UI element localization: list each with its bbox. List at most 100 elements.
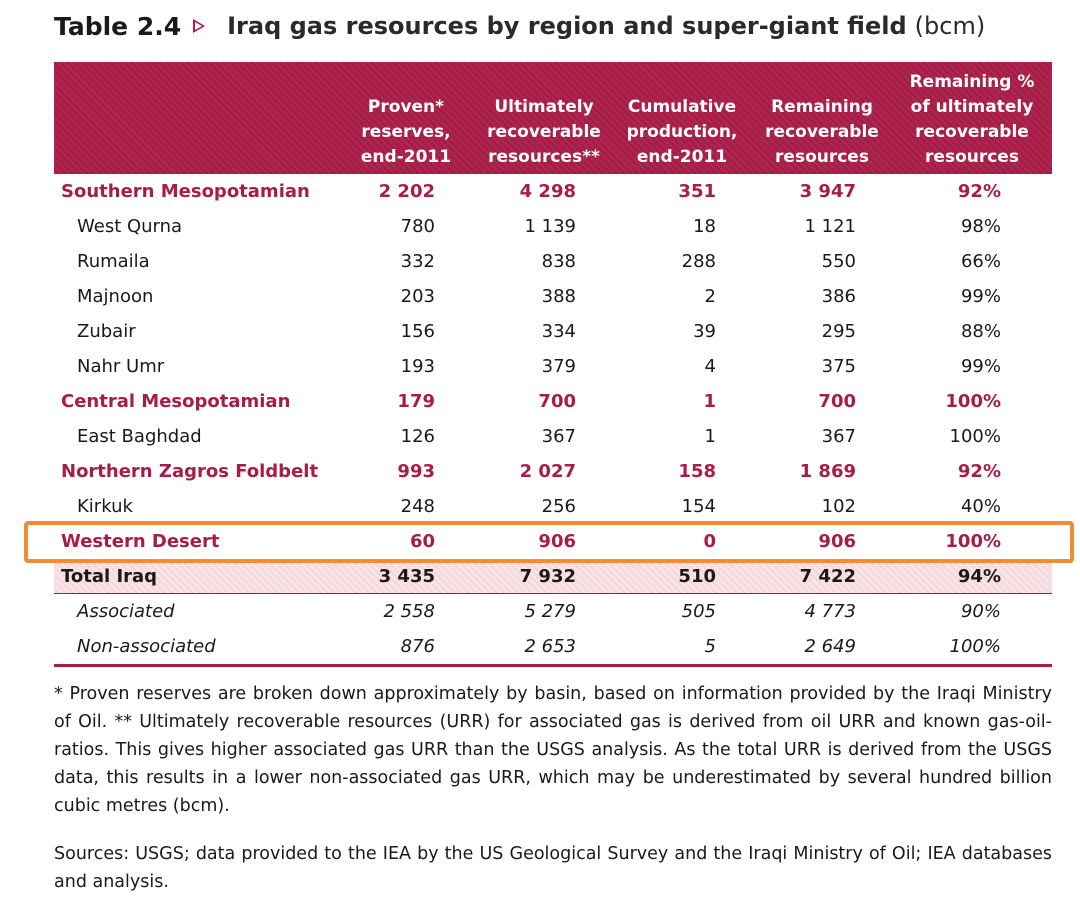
cell-proven: 60: [409, 531, 435, 552]
cell-remaining: 375: [821, 356, 856, 377]
cell-cumulative: 5: [704, 636, 716, 657]
table-row-total: Total Iraq 3 435 7 932 510 7 422 94%: [54, 559, 1052, 594]
cell-proven: 179: [397, 391, 435, 412]
row-label: Kirkuk: [77, 496, 133, 517]
cell-remaining-pct: 40%: [960, 496, 1001, 517]
cell-urr: 906: [538, 531, 576, 552]
row-label: Central Mesopotamian: [61, 391, 291, 412]
cell-proven: 126: [400, 426, 435, 447]
cell-remaining-pct: 99%: [960, 286, 1001, 307]
header-line: recoverable: [765, 122, 879, 142]
cell-cumulative: 1: [704, 426, 716, 447]
table-unit: (bcm): [914, 12, 986, 40]
cell-proven: 203: [400, 286, 435, 307]
row-label: Total Iraq: [61, 566, 158, 587]
table-notes: * Proven reserves are broken down approx…: [54, 680, 1052, 896]
table-row-western-desert: Western Desert 60 906 0 906 100%: [54, 524, 1052, 559]
cell-urr: 256: [541, 496, 576, 517]
header-line: reserves,: [361, 122, 451, 142]
header-line: Remaining: [771, 97, 873, 117]
cell-remaining: 386: [821, 286, 856, 307]
table-title-text: Iraq gas resources by region and super-g…: [227, 12, 907, 40]
row-label: West Qurna: [77, 216, 183, 237]
row-label: Southern Mesopotamian: [61, 181, 310, 202]
cell-cumulative: 4: [704, 356, 716, 377]
table-row: East Baghdad 126 367 1 367 100%: [54, 419, 1052, 454]
cell-urr: 838: [541, 251, 576, 272]
cell-urr: 700: [538, 391, 576, 412]
cell-urr: 7 932: [519, 566, 576, 587]
cell-remaining-pct: 100%: [945, 391, 1001, 412]
header-proven-reserves: Proven* reserves, end-2011: [346, 95, 466, 170]
cell-cumulative: 39: [693, 321, 716, 342]
cell-remaining: 367: [821, 426, 856, 447]
row-label: Associated: [77, 601, 175, 622]
cell-remaining-pct: 94%: [957, 566, 1001, 587]
cell-proven: 876: [400, 636, 435, 657]
cell-cumulative: 18: [693, 216, 716, 237]
cell-proven: 248: [400, 496, 435, 517]
cell-remaining: 1 869: [799, 461, 856, 482]
gas-resources-table: Proven* reserves, end-2011 Ultimately re…: [54, 62, 1052, 667]
cell-proven: 193: [400, 356, 435, 377]
header-line: end-2011: [636, 147, 728, 167]
cell-remaining: 7 422: [799, 566, 856, 587]
cell-remaining-pct: 98%: [960, 216, 1001, 237]
row-label: East Baghdad: [77, 426, 202, 447]
cell-remaining-pct: 100%: [949, 636, 1001, 657]
cell-cumulative: 154: [681, 496, 716, 517]
cell-urr: 2 027: [519, 461, 576, 482]
row-label: Northern Zagros Foldbelt: [61, 461, 319, 482]
row-label: Zubair: [77, 321, 136, 342]
row-label: Western Desert: [61, 531, 220, 552]
cell-proven: 2 202: [378, 181, 435, 202]
row-label: Majnoon: [77, 286, 154, 307]
cell-remaining-pct: 66%: [960, 251, 1001, 272]
cell-urr: 334: [541, 321, 576, 342]
cell-remaining: 550: [821, 251, 856, 272]
cell-urr: 367: [541, 426, 576, 447]
cell-remaining-pct: 92%: [957, 461, 1001, 482]
table-row: Northern Zagros Foldbelt 993 2 027 158 1…: [54, 454, 1052, 489]
table-row: Nahr Umr 193 379 4 375 99%: [54, 349, 1052, 384]
header-remaining-recoverable: Remaining recoverable resources: [756, 95, 888, 170]
cell-cumulative: 1: [703, 391, 716, 412]
cell-proven: 2 558: [383, 601, 435, 622]
table-row: Southern Mesopotamian 2 202 4 298 351 3 …: [54, 174, 1052, 209]
header-line: recoverable: [487, 122, 601, 142]
table-row: Rumaila 332 838 288 550 66%: [54, 244, 1052, 279]
cell-remaining: 906: [818, 531, 856, 552]
cell-remaining: 1 121: [804, 216, 856, 237]
cell-remaining-pct: 92%: [957, 181, 1001, 202]
header-line: production,: [626, 122, 738, 142]
table-row: Kirkuk 248 256 154 102 40%: [54, 489, 1052, 524]
cell-cumulative: 510: [678, 566, 716, 587]
header-line: resources: [775, 147, 869, 167]
cell-remaining: 102: [821, 496, 856, 517]
header-line: of ultimately: [910, 97, 1034, 117]
cell-urr: 379: [541, 356, 576, 377]
cell-cumulative: 351: [678, 181, 716, 202]
cell-cumulative: 505: [681, 601, 716, 622]
cell-remaining: 295: [821, 321, 856, 342]
row-label: Nahr Umr: [77, 356, 165, 377]
cell-remaining: 2 649: [804, 636, 856, 657]
table-row: Central Mesopotamian 179 700 1 700 100%: [54, 384, 1052, 419]
header-cumulative-production: Cumulative production, end-2011: [622, 95, 742, 170]
header-line: recoverable: [915, 122, 1029, 142]
footnote: * Proven reserves are broken down approx…: [54, 684, 1052, 816]
table-row: Zubair 156 334 39 295 88%: [54, 314, 1052, 349]
table-row: Non-associated 876 2 653 5 2 649 100%: [54, 629, 1052, 667]
cell-remaining-pct: 99%: [960, 356, 1001, 377]
cell-proven: 3 435: [378, 566, 435, 587]
header-line: Proven*: [367, 97, 445, 117]
header-line: Remaining %: [909, 72, 1035, 92]
cell-cumulative: 2: [704, 286, 716, 307]
cell-remaining: 700: [818, 391, 856, 412]
cell-proven: 156: [400, 321, 435, 342]
cell-remaining: 4 773: [804, 601, 856, 622]
cell-cumulative: 0: [703, 531, 716, 552]
cell-remaining-pct: 88%: [960, 321, 1001, 342]
sources-note: Sources: USGS; data provided to the IEA …: [54, 844, 1052, 892]
header-remaining-percent: Remaining % of ultimately recoverable re…: [902, 70, 1042, 170]
